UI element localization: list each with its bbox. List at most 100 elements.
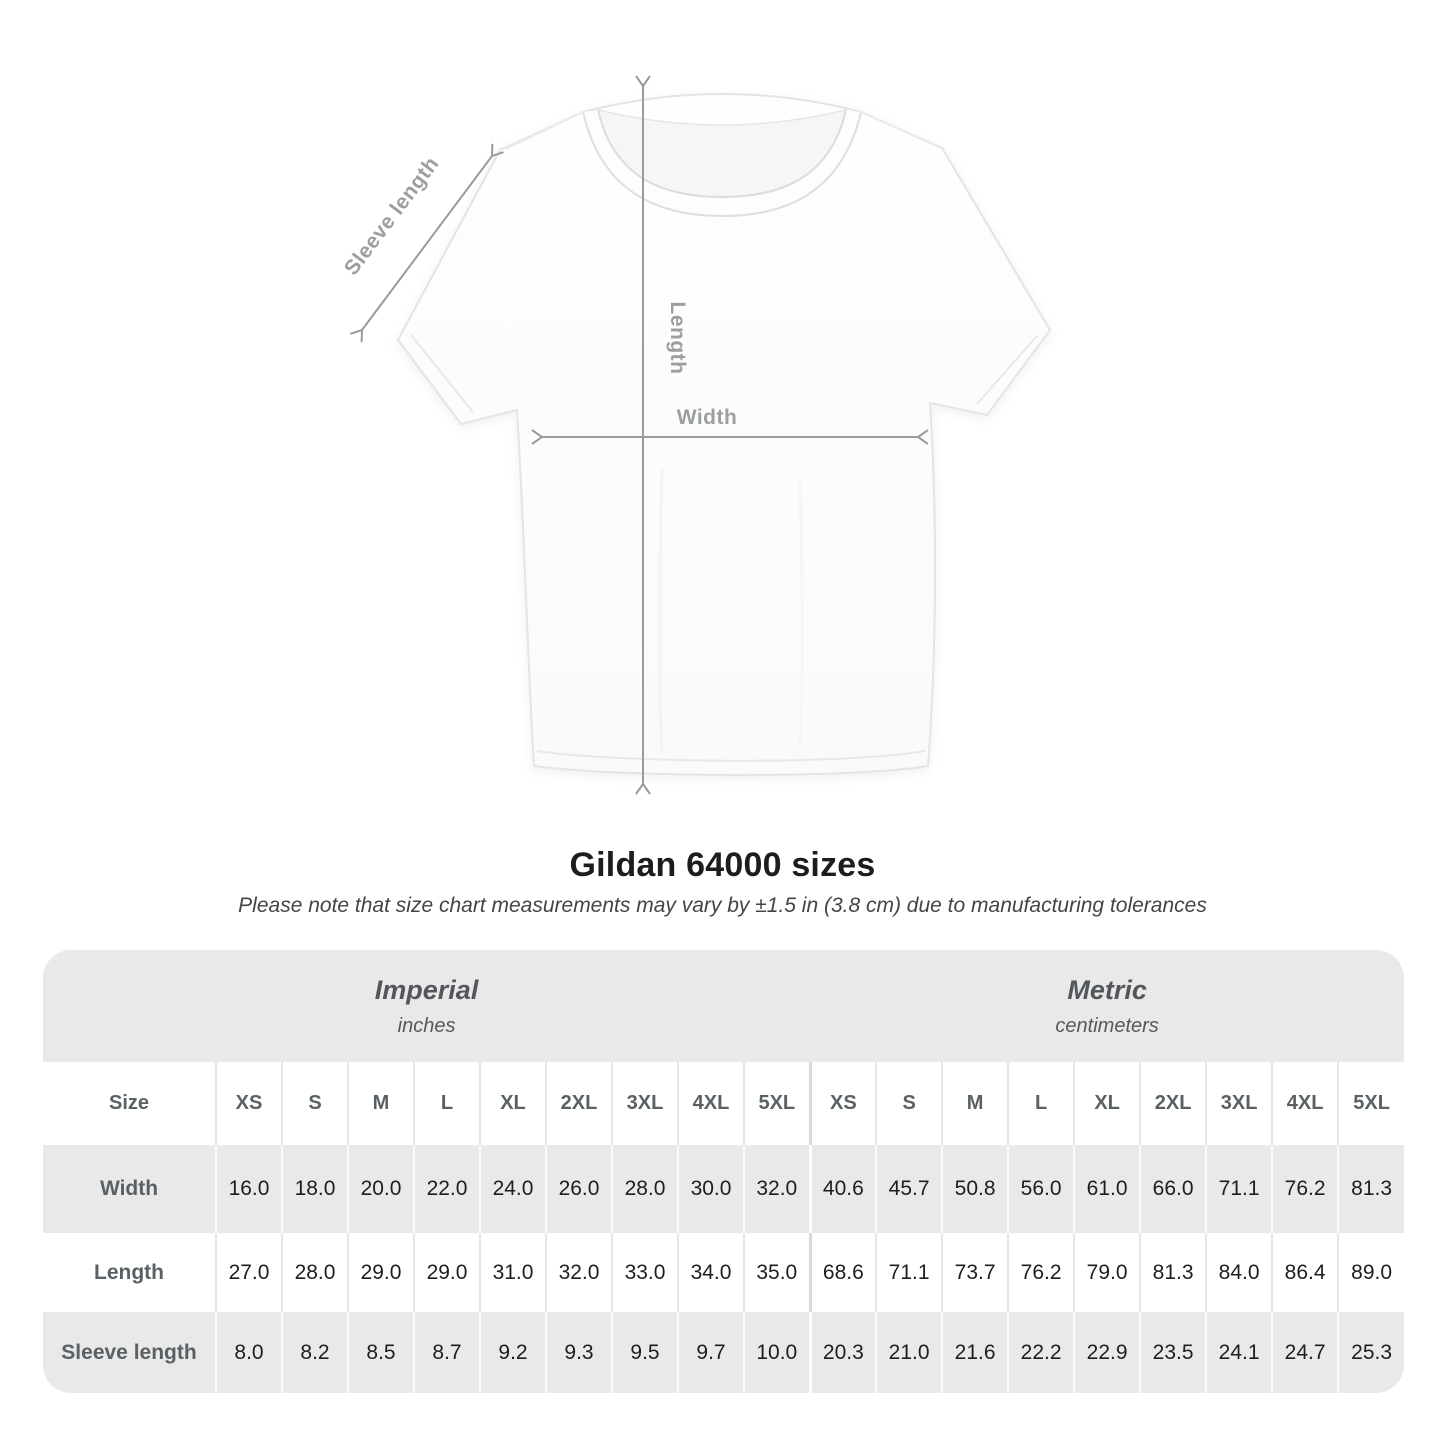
table-cell: 40.6 [808,1145,877,1233]
metric-section-header: Metric centimeters [810,950,1405,1062]
table-cell: 9.2 [479,1312,546,1393]
table-cell: 8.5 [347,1312,414,1393]
table-cell: 84.0 [1205,1233,1273,1312]
sleeve-hem-right [976,335,1038,405]
table-cell: 33.0 [611,1233,678,1312]
table-cell: 76.2 [1271,1145,1339,1233]
table-cell: 8.0 [215,1312,282,1393]
imperial-title: Imperial [374,974,479,1005]
table-cell: 81.3 [1139,1233,1207,1312]
table-cell: 89.0 [1337,1233,1405,1312]
collar-band [583,110,861,216]
size-column-header: 3XL [611,1062,678,1145]
size-column-header: M [941,1062,1009,1145]
size-chart-table: Imperial inches Metric centimeters Size … [43,950,1405,1393]
table-cell: 20.3 [808,1312,877,1393]
table-cell: 45.7 [875,1145,943,1233]
table-cell: 29.0 [413,1233,480,1312]
sleeve-length-arrow [350,143,504,343]
page-title: Gildan 64000 sizes [569,846,876,884]
table-cell: 71.1 [1205,1145,1273,1233]
row-label-width: Width [43,1145,216,1233]
table-cell: 18.0 [281,1145,348,1233]
table-cell: 8.2 [281,1312,348,1393]
size-column-header: S [281,1062,348,1145]
table-cell: 76.2 [1007,1233,1075,1312]
table-cell: 73.7 [941,1233,1009,1312]
measurement-arrows [350,75,929,795]
table-cell: 50.8 [941,1145,1009,1233]
size-column-header: 3XL [1205,1062,1273,1145]
size-table: Imperial inches Metric centimeters Size … [43,950,1405,1393]
table-cell: 9.5 [611,1312,678,1393]
sleeve-length-label: Sleeve length [340,153,444,280]
table-cell: 61.0 [1073,1145,1141,1233]
table-cell: 28.0 [281,1233,348,1312]
table-cell: 79.0 [1073,1233,1141,1312]
table-cell: 21.0 [875,1312,943,1393]
table-cell: 81.3 [1337,1145,1405,1233]
size-column-header: M [347,1062,414,1145]
table-cell: 22.0 [413,1145,480,1233]
tshirt-image [396,93,1052,776]
table-cell: 66.0 [1139,1145,1207,1233]
size-column-header: XL [479,1062,546,1145]
table-cell: 22.9 [1073,1312,1141,1393]
table-row-sleeve-length: Sleeve length 8.0 8.2 8.5 8.7 9.2 9.3 9.5 9.7 10… [43,1312,1405,1393]
size-column-header: 4XL [677,1062,744,1145]
table-cell: 68.6 [808,1233,877,1312]
table-cell: 56.0 [1007,1145,1075,1233]
section-header-row: Imperial inches Metric centimeters [43,950,1405,1062]
table-cell: 29.0 [347,1233,414,1312]
table-cell: 22.2 [1007,1312,1075,1393]
size-corner-label: Size [43,1062,216,1145]
table-cell: 24.7 [1271,1312,1339,1393]
tshirt-measurement-diagram: Sleeve length Length Width [340,75,1052,795]
size-column-header: L [413,1062,480,1145]
shoulder-seam-right [860,111,937,147]
row-label-sleeve-length: Sleeve length [43,1312,216,1393]
bottom-hem [536,750,926,762]
table-cell: 32.0 [545,1233,612,1312]
table-cell: 23.5 [1139,1312,1207,1393]
table-row-length: Length 27.0 28.0 29.0 29.0 31.0 32.0 33.0 34.0 3… [43,1233,1405,1312]
table-cell: 34.0 [677,1233,744,1312]
table-cell: 9.7 [677,1312,744,1393]
length-label: Length [666,302,689,375]
table-cell: 9.3 [545,1312,612,1393]
size-header-row: Size XS S M L XL 2XL 3XL 4XL 5XL XS S M L XL 2XL 3XL 4XL… [43,1062,1405,1145]
metric-title: Metric [1067,974,1147,1005]
table-cell: 16.0 [215,1145,282,1233]
size-column-header: L [1007,1062,1075,1145]
table-cell: 26.0 [545,1145,612,1233]
size-column-header: S [875,1062,943,1145]
table-cell: 24.1 [1205,1312,1273,1393]
size-column-header: XL [1073,1062,1141,1145]
size-column-header: 5XL [1337,1062,1405,1145]
width-label: Width [677,406,738,429]
table-row-width: Width 16.0 18.0 20.0 22.0 24.0 26.0 28.0 30.0 32… [43,1145,1405,1233]
metric-unit: centimeters [1055,1014,1159,1037]
table-cell: 86.4 [1271,1233,1339,1312]
imperial-unit: inches [397,1014,456,1037]
sleeve-hem-left [410,334,474,413]
table-cell: 35.0 [742,1233,811,1312]
size-column-header: XS [215,1062,282,1145]
table-cell: 28.0 [611,1145,678,1233]
tolerance-note: Please note that size chart measurements… [238,894,1207,917]
table-cell: 8.7 [413,1312,480,1393]
table-cell: 27.0 [215,1233,282,1312]
table-cell: 25.3 [1337,1312,1405,1393]
size-column-header: 4XL [1271,1062,1339,1145]
size-column-header: 2XL [545,1062,612,1145]
imperial-section-header: Imperial inches [43,950,811,1062]
size-column-header: XS [808,1062,877,1145]
table-cell: 21.6 [941,1312,1009,1393]
size-column-header: 5XL [742,1062,811,1145]
table-cell: 31.0 [479,1233,546,1312]
shoulder-seam-left [505,111,584,150]
table-cell: 71.1 [875,1233,943,1312]
row-label-length: Length [94,1260,164,1284]
table-cell: 32.0 [742,1145,811,1233]
table-cell: 20.0 [347,1145,414,1233]
